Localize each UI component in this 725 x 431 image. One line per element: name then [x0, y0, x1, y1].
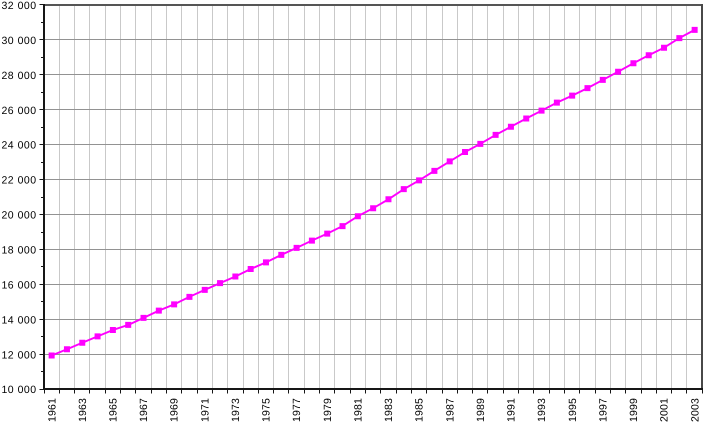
- svg-text:1981: 1981: [352, 398, 364, 422]
- svg-text:1987: 1987: [444, 398, 456, 422]
- svg-text:1965: 1965: [107, 398, 119, 422]
- svg-text:1991: 1991: [506, 398, 518, 422]
- svg-text:1967: 1967: [138, 398, 150, 422]
- svg-text:1973: 1973: [230, 398, 242, 422]
- svg-text:22 000: 22 000: [1, 175, 36, 187]
- svg-text:1985: 1985: [414, 398, 426, 422]
- svg-text:10 000: 10 000: [1, 384, 36, 396]
- svg-text:18 000: 18 000: [1, 244, 36, 256]
- svg-text:2001: 2001: [659, 398, 671, 422]
- svg-text:32 000: 32 000: [1, 0, 36, 12]
- svg-text:28 000: 28 000: [1, 70, 36, 82]
- svg-text:1979: 1979: [322, 398, 334, 422]
- svg-text:1975: 1975: [261, 398, 273, 422]
- svg-text:16 000: 16 000: [1, 279, 36, 291]
- svg-text:2003: 2003: [689, 398, 701, 422]
- svg-text:1989: 1989: [475, 398, 487, 422]
- svg-text:1969: 1969: [169, 398, 181, 422]
- svg-text:1997: 1997: [597, 398, 609, 422]
- svg-text:14 000: 14 000: [1, 314, 36, 326]
- svg-text:1999: 1999: [628, 398, 640, 422]
- svg-text:24 000: 24 000: [1, 140, 36, 152]
- svg-text:30 000: 30 000: [1, 35, 36, 47]
- svg-text:1961: 1961: [46, 398, 58, 422]
- svg-text:1995: 1995: [567, 398, 579, 422]
- svg-text:1977: 1977: [291, 398, 303, 422]
- svg-text:1983: 1983: [383, 398, 395, 422]
- svg-text:12 000: 12 000: [1, 349, 36, 361]
- svg-text:20 000: 20 000: [1, 210, 36, 222]
- svg-text:1963: 1963: [77, 398, 89, 422]
- svg-text:26 000: 26 000: [1, 105, 36, 117]
- svg-text:1971: 1971: [199, 398, 211, 422]
- svg-text:1993: 1993: [536, 398, 548, 422]
